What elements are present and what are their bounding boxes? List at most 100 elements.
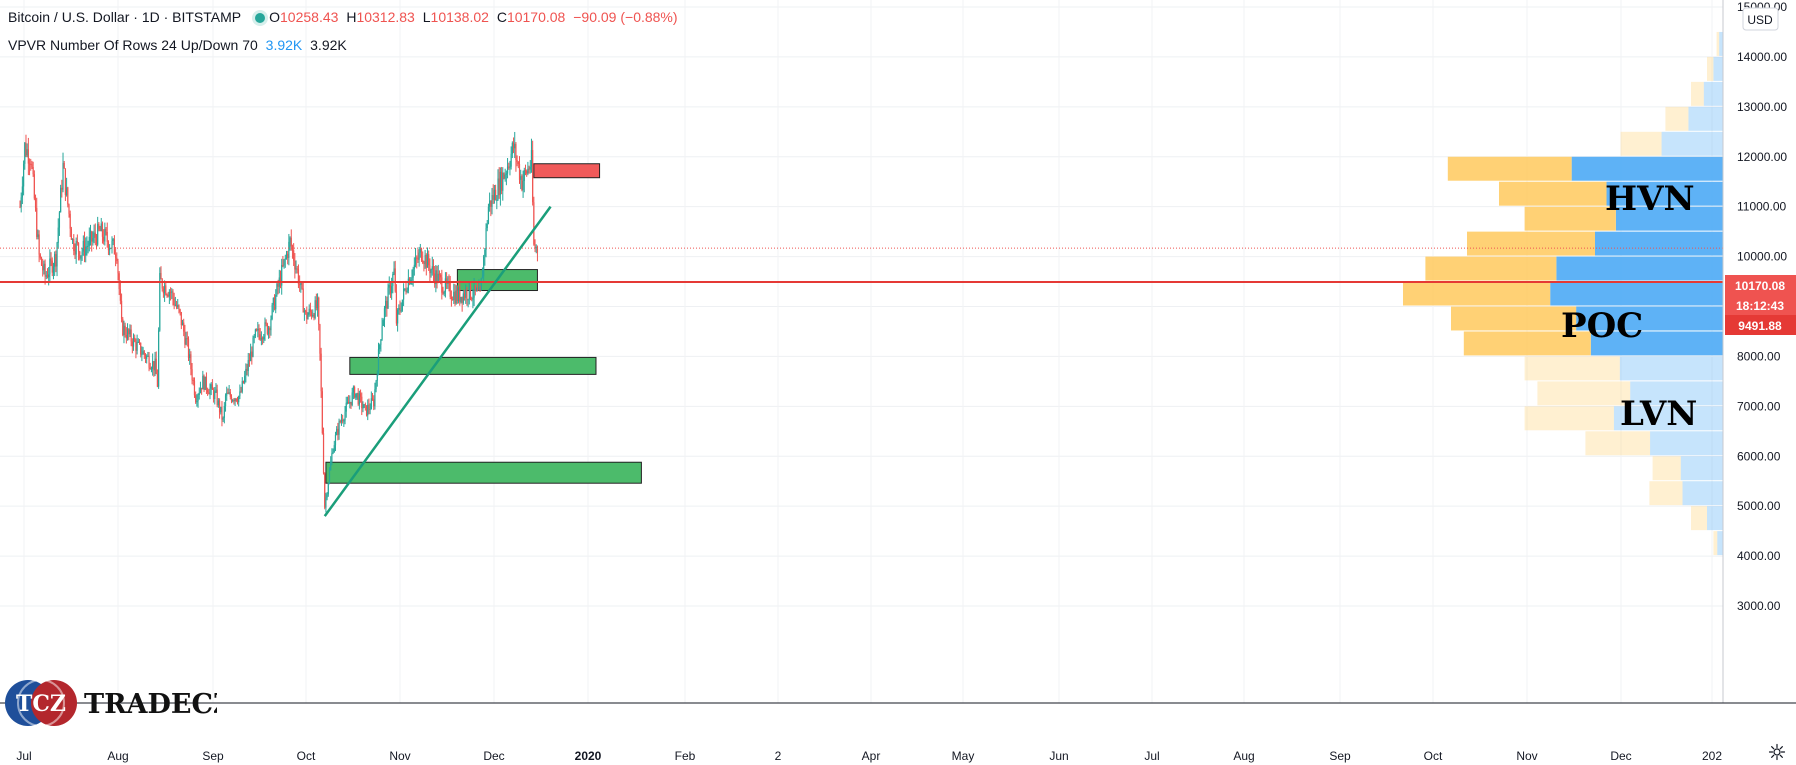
candle-body	[128, 329, 130, 335]
candle-body	[201, 387, 203, 390]
candle-body	[474, 285, 476, 291]
candle-body	[38, 234, 40, 255]
candle-body	[334, 434, 337, 446]
chart-legend-indicator[interactable]: VPVR Number Of Rows 24 Up/Down 70 3.92K …	[8, 37, 351, 53]
candle-body	[290, 237, 292, 247]
poc-price-label-bg	[1725, 315, 1796, 335]
candle-body	[222, 417, 224, 420]
candle-body	[40, 257, 43, 266]
vp-bar-down	[1537, 381, 1631, 406]
x-tick-label: May	[952, 749, 975, 763]
candle-body	[22, 163, 25, 187]
candle-body	[343, 420, 345, 422]
currency-button-label: USD	[1747, 13, 1773, 27]
candle-body	[435, 270, 437, 284]
candle-body	[123, 325, 125, 336]
candle-body	[301, 282, 303, 289]
candle-body	[457, 288, 460, 301]
candle-body	[337, 428, 339, 435]
candle-body	[183, 322, 185, 332]
vp-bar-up	[1606, 181, 1723, 206]
x-tick-label: Oct	[297, 749, 316, 763]
x-tick-label: Nov	[389, 749, 410, 763]
candle-body	[159, 273, 161, 331]
candle-body	[270, 319, 272, 331]
chart-legend-main[interactable]: Bitcoin / U.S. Dollar · 1D · BITSTAMP O10…	[8, 9, 682, 25]
candle-body	[34, 198, 37, 208]
time-axis[interactable]: Jul Aug Sep Oct Nov Dec 2020 Feb 2 Apr May Jun Jul Au…	[16, 749, 1722, 763]
candle-body	[391, 286, 393, 294]
candle-body	[215, 389, 217, 392]
candle-body	[450, 296, 452, 300]
candle-body	[417, 258, 419, 260]
candle-body	[339, 421, 341, 423]
vp-bar-down	[1649, 481, 1683, 506]
candle-body	[179, 309, 181, 312]
candle-body	[282, 265, 284, 267]
candle-body	[220, 406, 222, 413]
candle-body	[441, 277, 443, 293]
candle-body	[71, 239, 74, 241]
candle-body	[187, 338, 190, 358]
candle-body	[499, 171, 501, 196]
vp-bar-down	[1620, 131, 1662, 156]
candle-body	[495, 189, 497, 201]
candle-body	[245, 368, 247, 376]
candle-body	[74, 251, 76, 255]
candle-body	[70, 228, 72, 240]
candle-body	[32, 166, 34, 175]
candle-body	[257, 328, 259, 331]
trend-line[interactable]	[323, 205, 552, 517]
candle-body	[288, 241, 290, 258]
currency-button[interactable]: USD	[1742, 7, 1779, 31]
candle-body	[42, 265, 44, 271]
candle-body	[207, 389, 209, 393]
vp-bar-up	[1571, 156, 1723, 181]
candle-body	[267, 328, 270, 334]
candle-body	[36, 207, 38, 237]
candle-body	[232, 400, 234, 402]
candle-body	[284, 258, 286, 260]
candle-body	[259, 334, 261, 340]
candle-body	[394, 268, 396, 292]
candle-body	[413, 264, 415, 269]
x-tick-label: Feb	[675, 749, 696, 763]
vp-bar-up	[1707, 506, 1723, 531]
candle-body	[536, 247, 539, 253]
candle-body	[348, 402, 350, 404]
candle-body	[320, 353, 322, 392]
candle-body	[126, 329, 129, 339]
volume-profile	[1403, 31, 1723, 556]
candle-body	[173, 298, 175, 306]
candle-body	[155, 358, 157, 375]
candle-body	[233, 400, 235, 402]
candle-body	[321, 391, 323, 434]
candle-body	[425, 254, 427, 268]
candle-body	[216, 389, 218, 406]
candle-body	[473, 285, 475, 298]
candle-body	[246, 368, 248, 371]
candle-body	[528, 168, 530, 170]
candle-body	[411, 277, 413, 281]
candle-body	[272, 298, 274, 305]
candle-body	[306, 311, 308, 320]
candle-body	[48, 274, 50, 278]
candle-body	[20, 197, 22, 207]
vp-bar-down	[1451, 306, 1577, 331]
candle-body	[486, 223, 488, 229]
candle-body	[135, 341, 137, 351]
settings-gear-icon[interactable]	[1768, 743, 1786, 761]
candle-body	[293, 250, 295, 261]
candle-body	[465, 290, 467, 298]
vp-bar-up	[1590, 331, 1723, 356]
candle-body	[144, 355, 147, 359]
candle-body	[273, 298, 276, 310]
candle-body	[175, 304, 178, 308]
candle-body	[365, 405, 368, 416]
candle-body	[522, 181, 524, 190]
candle-body	[241, 381, 243, 392]
candle-body	[104, 228, 106, 242]
candle-body	[75, 241, 77, 255]
vp-bar-down	[1652, 456, 1681, 481]
